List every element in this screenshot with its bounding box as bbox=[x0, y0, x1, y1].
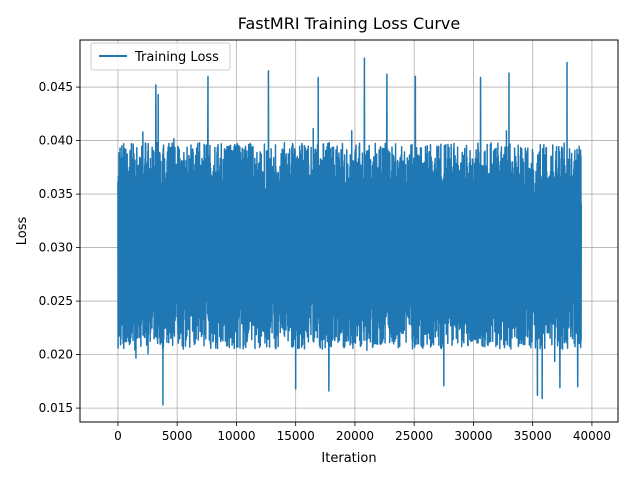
x-tick-label: 10000 bbox=[217, 429, 255, 443]
x-tick-label: 20000 bbox=[336, 429, 374, 443]
axis-ticks: 0 5000 10000 15000 20000 25000 30000 35000 40000… bbox=[39, 80, 611, 443]
legend-label: Training Loss bbox=[134, 50, 219, 65]
x-tick-label: 25000 bbox=[395, 429, 433, 443]
x-tick-label: 30000 bbox=[454, 429, 492, 443]
axes-frame bbox=[79, 39, 619, 423]
y-tick-label: 0.040 bbox=[39, 134, 73, 148]
legend-box bbox=[90, 42, 231, 71]
plot-data bbox=[117, 57, 583, 406]
x-tick-label: 40000 bbox=[573, 429, 611, 443]
y-tick-label: 0.025 bbox=[39, 294, 73, 308]
y-tick-label: 0.020 bbox=[39, 348, 73, 362]
x-axis-label: Iteration bbox=[321, 451, 376, 466]
y-tick-label: 0.030 bbox=[39, 241, 73, 255]
x-tick-label: 15000 bbox=[277, 429, 315, 443]
x-tick-label: 5000 bbox=[162, 429, 193, 443]
x-tick-label: 35000 bbox=[514, 429, 552, 443]
chart-title: FastMRI Training Loss Curve bbox=[238, 14, 460, 33]
y-axis-label: Loss bbox=[15, 217, 30, 246]
training-loss-line bbox=[117, 57, 583, 406]
y-tick-label: 0.035 bbox=[39, 187, 73, 201]
y-tick-label: 0.045 bbox=[39, 80, 73, 94]
legend: Training Loss bbox=[90, 42, 231, 71]
y-tick-label: 0.015 bbox=[39, 401, 73, 415]
x-tick-label: 0 bbox=[114, 429, 122, 443]
